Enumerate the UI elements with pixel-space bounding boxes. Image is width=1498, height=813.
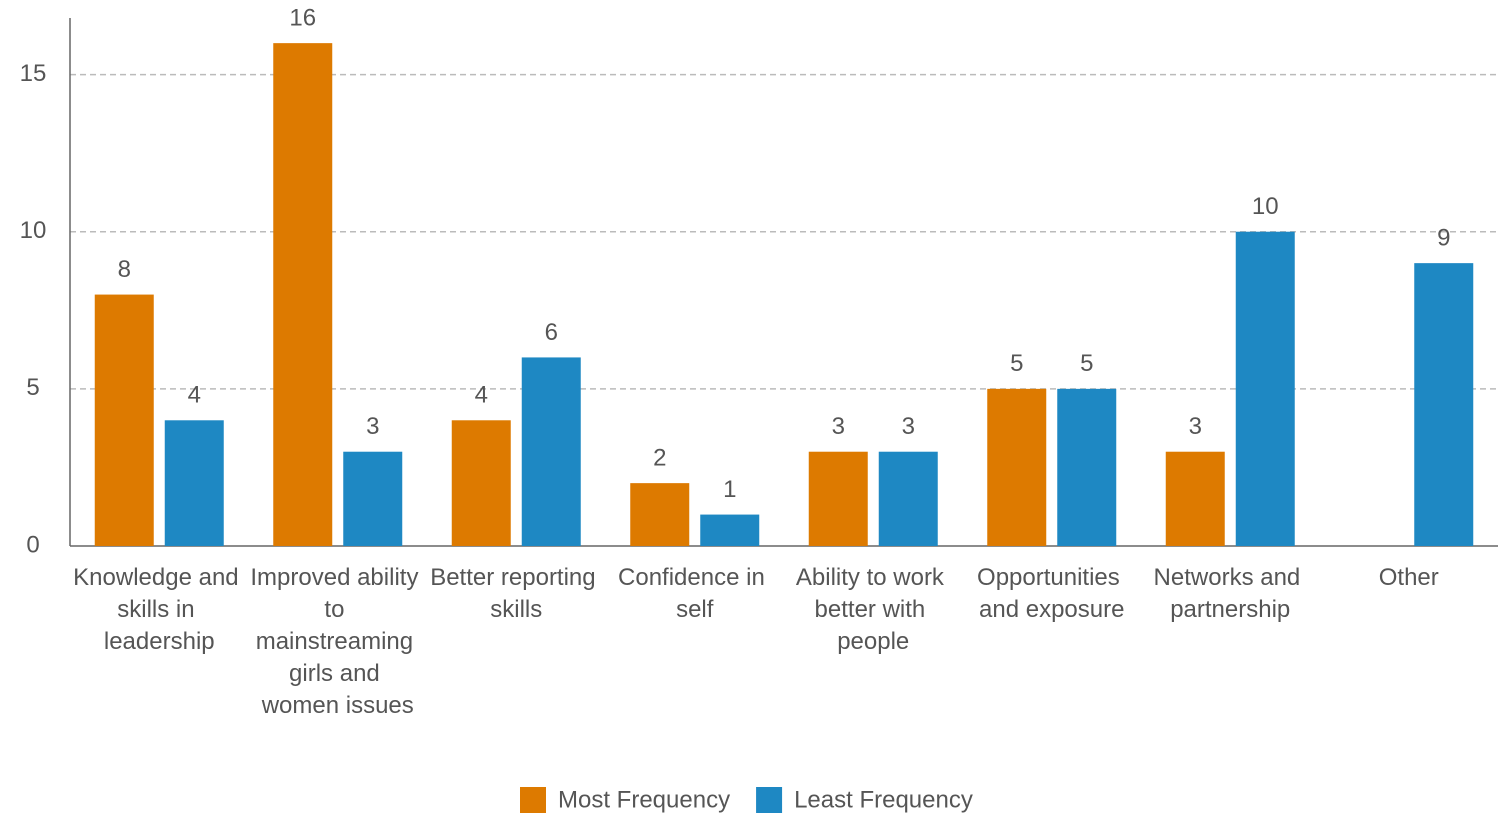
bar xyxy=(987,388,1047,546)
y-tick-label: 10 xyxy=(20,217,47,244)
y-tick-label: 0 xyxy=(26,531,39,558)
value-label: 3 xyxy=(366,413,379,440)
value-label: 6 xyxy=(545,319,558,346)
value-label: 2 xyxy=(653,444,666,471)
y-tick-label: 15 xyxy=(20,60,47,87)
bar xyxy=(808,451,868,546)
value-label: 8 xyxy=(118,256,131,283)
value-label: 1 xyxy=(723,476,736,503)
x-tick-label: Other xyxy=(1379,564,1439,591)
bar xyxy=(1057,388,1117,546)
bar xyxy=(343,451,403,546)
x-tick-label: Networks and partnership xyxy=(1154,564,1307,623)
y-tick-label: 5 xyxy=(26,374,39,401)
value-label: 5 xyxy=(1080,350,1093,377)
legend-swatch xyxy=(756,787,783,813)
legend-label: Least Frequency xyxy=(794,786,973,813)
legend-label: Most Frequency xyxy=(558,786,730,813)
value-label: 4 xyxy=(475,382,488,409)
bar xyxy=(1235,231,1295,546)
bar xyxy=(878,451,938,546)
value-label: 10 xyxy=(1252,193,1279,220)
value-label: 5 xyxy=(1010,350,1023,377)
bar xyxy=(451,420,511,546)
x-tick-label: Knowledge and skills in leadership xyxy=(73,564,245,655)
value-label: 3 xyxy=(832,413,845,440)
x-tick-label: Confidence in self xyxy=(618,564,771,623)
bar xyxy=(1414,263,1474,546)
x-tick-label: Improved ability to mainstreaming girls … xyxy=(250,564,425,719)
bar xyxy=(700,514,760,546)
value-label: 9 xyxy=(1437,224,1450,251)
value-label: 16 xyxy=(289,4,316,31)
x-tick-label: Opportunities and exposure xyxy=(977,564,1126,623)
value-label: 3 xyxy=(902,413,915,440)
bar xyxy=(521,357,581,546)
bar xyxy=(630,483,690,546)
x-tick-label: Better reporting skills xyxy=(430,564,602,623)
value-label: 4 xyxy=(188,382,201,409)
value-label: 3 xyxy=(1189,413,1202,440)
x-tick-label: Ability to work better with people xyxy=(796,564,951,655)
bar xyxy=(273,43,333,547)
legend-swatch xyxy=(520,787,546,813)
bar xyxy=(1165,451,1225,546)
bar xyxy=(164,420,224,546)
bar xyxy=(94,294,154,546)
